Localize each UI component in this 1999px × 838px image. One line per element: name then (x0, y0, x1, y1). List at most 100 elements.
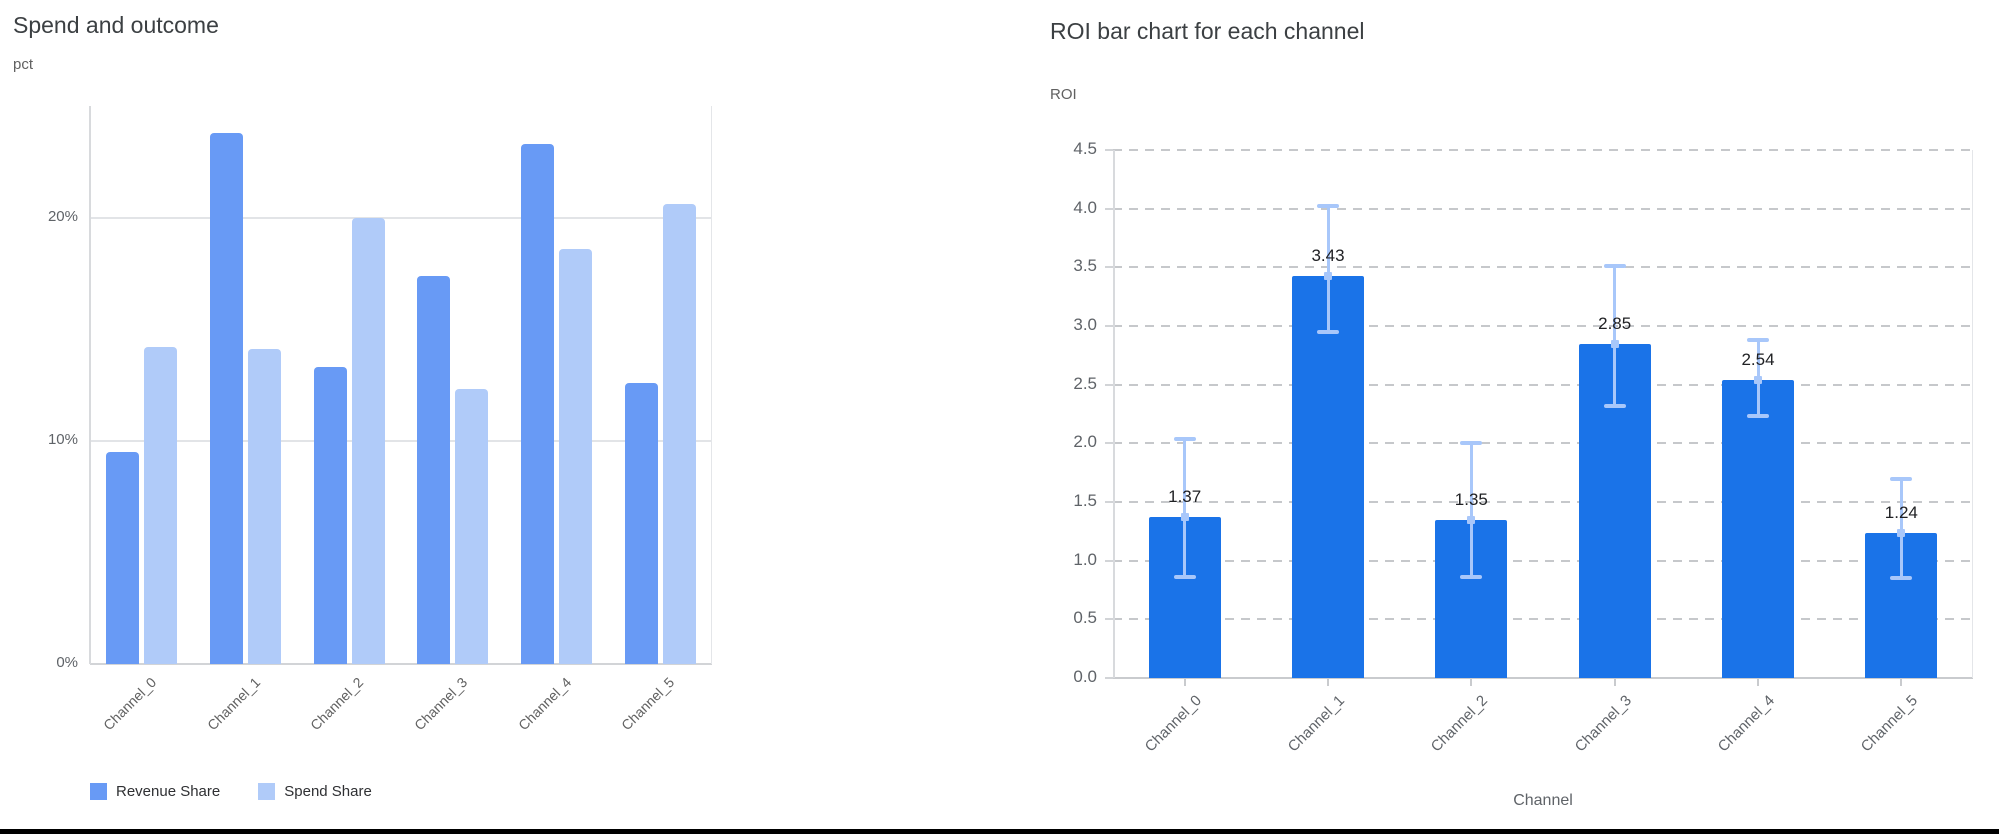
gridline-1.5 (1113, 501, 1973, 503)
error-bar-cap-bottom-channel_5 (1890, 576, 1913, 581)
bar-roi-channel_1 (1292, 275, 1364, 678)
y-tick-label-3.5: 3.5 (1073, 256, 1097, 276)
left-chart-legend: Revenue Share Spend Share (90, 783, 372, 800)
error-bar-cap-top-channel_5 (1890, 476, 1913, 481)
y-tick-label-0pct: 0% (56, 654, 78, 671)
bar-revenue-share-channel_1 (210, 132, 243, 664)
bar-revenue-share-channel_0 (106, 451, 140, 664)
bar-value-label-channel_0: 1.37 (1168, 487, 1202, 507)
x-tick-label-channel_1: Channel_1 (1284, 692, 1349, 756)
error-bar-marker-channel_4 (1754, 375, 1762, 384)
right-x-axis-title: Channel (1513, 792, 1573, 809)
gridline-4.0 (1113, 207, 1973, 210)
y-tick-label-1.5: 1.5 (1073, 491, 1097, 510)
error-bar-marker-channel_3 (1610, 339, 1619, 348)
x-tick-mark-channel_1 (1327, 678, 1329, 686)
gridline-1.0 (1113, 559, 1973, 562)
bar-revenue-share-channel_3 (417, 275, 451, 664)
y-tick-label-2.5: 2.5 (1073, 373, 1097, 393)
y-tick-label-4.5: 4.5 (1073, 139, 1097, 158)
plot-right-border (711, 106, 712, 664)
error-bar-line-channel_2 (1469, 443, 1473, 578)
y-tick-mark-0.5 (1105, 618, 1113, 621)
bar-revenue-share-channel_2 (313, 367, 347, 664)
y-tick-label-3.0: 3.0 (1073, 315, 1097, 334)
x-tick-label-channel_3: Channel_3 (1571, 692, 1635, 756)
y-tick-mark-2.5 (1105, 383, 1113, 386)
gridline-2.0 (1113, 442, 1973, 445)
y-tick-mark-0.0 (1105, 677, 1113, 679)
error-bar-line-channel_5 (1899, 478, 1903, 579)
legend-swatch-spend-share (258, 783, 276, 800)
right-chart-title: ROI bar chart for each channel (1050, 18, 1365, 44)
gridline-20pct (90, 216, 712, 219)
y-axis-line (1113, 150, 1115, 678)
x-tick-label-channel_0: Channel_0 (1141, 692, 1205, 756)
y-tick-label-4.0: 4.0 (1073, 197, 1097, 217)
y-tick-mark-4.0 (1105, 207, 1113, 210)
right-y-axis-unit: ROI (1050, 86, 1077, 103)
error-bar-cap-bottom-channel_0 (1173, 575, 1196, 580)
y-tick-label-20pct: 20% (47, 207, 78, 225)
x-tick-label-channel_5: Channel_5 (1858, 692, 1922, 756)
error-bar-cap-top-channel_1 (1317, 204, 1339, 209)
y-tick-label-2.0: 2.0 (1073, 432, 1097, 452)
x-tick-label-channel_4: Channel_4 (1714, 692, 1779, 756)
y-tick-label-1.0: 1.0 (1073, 549, 1097, 569)
bar-spend-share-channel_2 (351, 217, 385, 664)
gridline-3.5 (1113, 266, 1973, 269)
error-bar-marker-channel_2 (1467, 515, 1476, 524)
bar-value-label-channel_3: 2.85 (1598, 313, 1632, 333)
legend-swatch-revenue-share (90, 783, 107, 800)
error-bar-line-channel_3 (1613, 266, 1617, 406)
x-tick-mark-channel_3 (1613, 678, 1616, 686)
gridline-2.5 (1113, 383, 1973, 386)
x-axis-baseline (1113, 677, 1973, 679)
y-tick-mark-3.0 (1105, 325, 1113, 327)
bar-revenue-share-channel_5 (624, 382, 658, 664)
left-plot-area: 0% 10% 20% Channel_0 Channel_1 Channel_2 Chann… (48, 106, 712, 733)
error-bar-cap-bottom-channel_1 (1317, 329, 1339, 334)
y-tick-mark-1.0 (1105, 559, 1113, 562)
x-tick-mark-channel_2 (1470, 678, 1473, 686)
error-bar-marker-channel_0 (1180, 513, 1189, 522)
left-y-axis-unit: pct (13, 56, 34, 73)
y-axis-line (89, 106, 91, 664)
legend-label: Spend Share (284, 783, 372, 800)
bar-roi-channel_4 (1722, 379, 1794, 678)
error-bar-cap-top-channel_2 (1460, 441, 1483, 446)
error-bar-cap-bottom-channel_3 (1603, 403, 1626, 408)
legend-item-spend-share: Spend Share (258, 783, 372, 800)
bar-value-label-channel_5: 1.24 (1884, 502, 1918, 522)
left-chart-title: Spend and outcome (13, 12, 219, 38)
y-tick-mark-2.0 (1105, 442, 1113, 445)
legend-item-revenue-share: Revenue Share (90, 783, 220, 800)
error-bar-marker-channel_1 (1324, 271, 1332, 280)
right-plot-area: 0.0 0.5 1.0 1.5 2.0 2.5 3.0 3.5 4.0 4.5 1.37 Channe… (1073, 139, 1973, 755)
y-tick-label-0.5: 0.5 (1073, 608, 1097, 628)
y-tick-mark-1.5 (1105, 501, 1113, 503)
bar-spend-share-channel_5 (662, 204, 696, 664)
error-bar-cap-top-channel_0 (1173, 436, 1196, 441)
bar-spend-share-channel_3 (455, 389, 489, 664)
x-tick-mark-channel_4 (1757, 678, 1759, 686)
gridline-0.5 (1113, 618, 1973, 621)
x-tick-mark-channel_0 (1183, 678, 1186, 686)
error-bar-cap-bottom-channel_4 (1747, 414, 1769, 419)
bar-spend-share-channel_4 (559, 248, 592, 664)
bar-spend-share-channel_1 (248, 349, 281, 664)
bar-value-label-channel_4: 2.54 (1741, 349, 1775, 369)
legend-label: Revenue Share (116, 783, 221, 800)
bar-value-label-channel_2: 1.35 (1454, 489, 1488, 509)
bar-spend-share-channel_0 (144, 347, 178, 664)
x-tick-mark-channel_5 (1900, 678, 1903, 686)
error-bar-marker-channel_5 (1897, 528, 1906, 537)
x-tick-label-channel_2: Channel_2 (1428, 692, 1492, 756)
y-tick-mark-3.5 (1105, 266, 1113, 269)
error-bar-line-channel_0 (1183, 438, 1187, 578)
y-tick-mark-4.5 (1105, 149, 1113, 151)
window-bottom-border (0, 829, 1999, 834)
